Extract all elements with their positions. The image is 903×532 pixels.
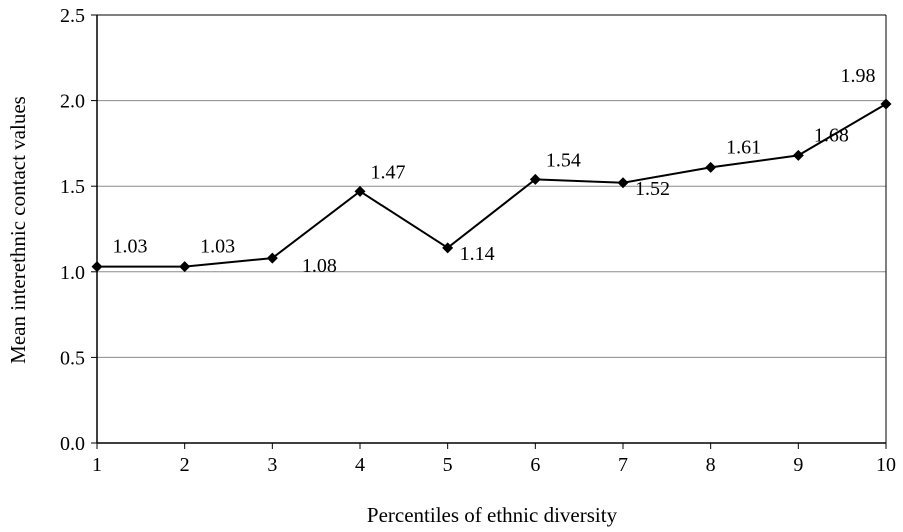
data-point-marker <box>617 177 629 189</box>
data-label: 1.08 <box>302 255 337 277</box>
y-tick-label: 1.0 <box>60 262 85 284</box>
data-point-marker <box>91 261 103 273</box>
x-tick-label: 5 <box>443 454 453 476</box>
series-line <box>97 103 887 268</box>
data-label: 1.03 <box>200 236 235 258</box>
data-label: 1.52 <box>635 178 670 200</box>
y-tick-label: 2.5 <box>60 5 85 27</box>
y-tick-label: 0.0 <box>60 433 85 455</box>
x-tick-label: 10 <box>876 454 896 476</box>
axes <box>96 14 887 444</box>
y-axis-ticks: 0.0 0.5 1.0 1.5 2.0 2.5 <box>60 5 97 455</box>
x-tick-label: 1 <box>92 454 102 476</box>
data-labels: 1.03 1.03 1.08 1.47 1.14 1.54 1.52 1.61 1.68 1.98 <box>113 65 876 277</box>
data-point-marker <box>179 261 191 273</box>
data-label: 1.47 <box>371 161 406 183</box>
y-tick-label: 1.5 <box>60 176 85 198</box>
series-line-group <box>97 103 887 268</box>
x-axis-ticks: 1 2 3 4 5 6 7 8 9 10 <box>92 443 896 476</box>
data-point-marker <box>442 242 454 254</box>
data-point-marker <box>880 98 892 110</box>
data-label: 1.98 <box>841 65 876 87</box>
data-point-marker <box>354 185 366 197</box>
x-axis-title: Percentiles of ethnic diversity <box>367 503 618 527</box>
x-tick-label: 6 <box>530 454 540 476</box>
gridlines <box>97 14 886 358</box>
data-point-marker <box>705 161 717 173</box>
data-point-marker <box>529 173 541 185</box>
y-tick-label: 0.5 <box>60 347 85 369</box>
data-point-marker <box>792 149 804 161</box>
data-label: 1.61 <box>726 136 761 158</box>
data-point-marker <box>266 252 278 264</box>
data-label: 1.14 <box>460 243 495 265</box>
data-label: 1.68 <box>814 124 849 146</box>
data-markers <box>91 98 892 273</box>
data-label: 1.03 <box>113 236 148 258</box>
x-tick-label: 7 <box>618 454 628 476</box>
x-tick-label: 2 <box>180 454 190 476</box>
data-label: 1.54 <box>546 149 581 171</box>
x-tick-label: 8 <box>706 454 716 476</box>
x-tick-label: 4 <box>355 454 365 476</box>
x-tick-label: 9 <box>793 454 803 476</box>
y-tick-label: 2.0 <box>60 91 85 113</box>
x-tick-label: 3 <box>267 454 277 476</box>
y-axis-title: Mean interethnic contact values <box>6 96 30 364</box>
